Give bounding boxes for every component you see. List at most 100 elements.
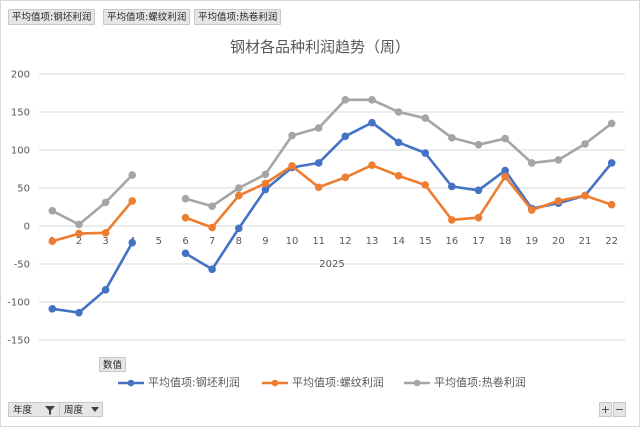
data-point-series-1 bbox=[341, 132, 350, 141]
data-point-series-1 bbox=[607, 159, 616, 167]
data-point-series-3 bbox=[314, 124, 323, 132]
data-point-series-1 bbox=[208, 265, 216, 274]
y-tick-label: 200 bbox=[11, 70, 30, 81]
y-tick-label: 150 bbox=[11, 108, 30, 119]
filter-icon[interactable] bbox=[45, 405, 55, 415]
x-tick-label: 8 bbox=[236, 236, 242, 247]
data-point-series-3 bbox=[501, 134, 509, 143]
x-tick-label: 15 bbox=[419, 236, 432, 247]
data-point-series-3 bbox=[101, 198, 110, 207]
data-point-series-1 bbox=[128, 238, 137, 247]
data-point-series-2 bbox=[314, 183, 323, 192]
x-tick-label: 17 bbox=[472, 236, 485, 247]
x-tick-label: 3 bbox=[102, 236, 108, 247]
data-point-series-2 bbox=[501, 172, 509, 181]
data-point-series-3 bbox=[448, 134, 456, 142]
axis-field-year[interactable]: 年度 bbox=[8, 402, 60, 417]
data-point-series-1 bbox=[234, 224, 243, 233]
data-point-series-1 bbox=[75, 308, 83, 317]
filter-field-hot-coil[interactable]: 平均值项:热卷利润 bbox=[194, 9, 282, 25]
axis-field-week[interactable]: 周度 bbox=[59, 402, 103, 417]
data-point-series-2 bbox=[581, 191, 589, 200]
filter-field-rebar[interactable]: 平均值项:螺纹利润 bbox=[103, 9, 191, 25]
data-point-series-3 bbox=[394, 108, 403, 116]
x-tick-label: 22 bbox=[605, 236, 618, 247]
x-tick-label: 21 bbox=[579, 236, 592, 247]
x-axis-label: 2025 bbox=[319, 259, 344, 270]
legend-marker-icon bbox=[118, 379, 144, 387]
y-tick-label: -50 bbox=[14, 260, 30, 271]
data-point-series-1 bbox=[368, 118, 376, 127]
data-point-series-2 bbox=[101, 229, 110, 237]
data-point-series-1 bbox=[181, 249, 190, 258]
data-point-series-3 bbox=[181, 194, 190, 203]
data-point-series-2 bbox=[554, 197, 563, 205]
value-field-button[interactable]: 数值 bbox=[99, 357, 127, 372]
y-tick-label: -150 bbox=[7, 336, 30, 347]
x-tick-label: 9 bbox=[262, 236, 268, 247]
data-point-series-1 bbox=[394, 138, 403, 147]
data-point-series-2 bbox=[261, 179, 270, 188]
filter-field-steel-billet[interactable]: 平均值项:钢坯利润 bbox=[8, 9, 96, 25]
data-point-series-2 bbox=[474, 213, 483, 222]
data-point-series-2 bbox=[128, 197, 137, 205]
data-point-series-3 bbox=[234, 184, 243, 192]
chart-title: 钢材各品种利润趋势（周） bbox=[230, 38, 410, 56]
data-point-series-1 bbox=[448, 182, 456, 191]
data-point-series-3 bbox=[421, 114, 430, 122]
data-point-series-3 bbox=[75, 220, 83, 229]
expand-button[interactable]: + bbox=[599, 402, 612, 417]
x-tick-label: 5 bbox=[156, 236, 162, 247]
chevron-down-icon[interactable] bbox=[91, 407, 99, 413]
data-point-series-1 bbox=[314, 159, 323, 167]
legend-label: 平均值项:热卷利润 bbox=[434, 376, 526, 389]
data-point-series-2 bbox=[527, 206, 536, 214]
data-point-series-3 bbox=[128, 171, 137, 179]
data-point-series-1 bbox=[421, 149, 430, 157]
data-point-series-3 bbox=[581, 140, 589, 148]
data-point-series-3 bbox=[527, 159, 536, 167]
data-point-series-2 bbox=[181, 213, 190, 222]
data-point-series-2 bbox=[234, 191, 243, 200]
legend-marker-icon bbox=[262, 379, 288, 387]
data-point-series-1 bbox=[101, 286, 110, 294]
x-tick-label: 13 bbox=[366, 236, 379, 247]
data-point-series-2 bbox=[208, 223, 216, 232]
data-point-series-2 bbox=[607, 200, 616, 209]
x-tick-label: 16 bbox=[445, 236, 458, 247]
axis-field-week-label: 周度 bbox=[64, 405, 84, 416]
legend: 平均值项:钢坯利润 平均值项:螺纹利润 平均值项:热卷利润 bbox=[0, 375, 640, 391]
data-point-series-3 bbox=[288, 131, 296, 140]
data-point-series-2 bbox=[48, 237, 57, 245]
data-point-series-3 bbox=[208, 202, 216, 211]
data-point-series-3 bbox=[368, 96, 376, 104]
collapse-button[interactable]: − bbox=[613, 402, 626, 417]
x-tick-label: 7 bbox=[209, 236, 215, 247]
data-point-series-3 bbox=[48, 207, 57, 215]
x-tick-label: 10 bbox=[286, 236, 299, 247]
series-line-3 bbox=[50, 173, 134, 226]
data-point-series-2 bbox=[421, 181, 430, 189]
data-point-series-2 bbox=[341, 173, 350, 182]
data-point-series-3 bbox=[474, 140, 483, 149]
legend-label: 平均值项:钢坯利润 bbox=[148, 376, 240, 389]
x-tick-label: 11 bbox=[312, 236, 325, 247]
x-tick-label: 19 bbox=[525, 236, 538, 247]
y-tick-label: 100 bbox=[11, 146, 30, 157]
legend-label: 平均值项:螺纹利润 bbox=[292, 376, 384, 389]
data-point-series-2 bbox=[288, 162, 296, 170]
series-line-2 bbox=[50, 199, 134, 243]
x-tick-label: 20 bbox=[552, 236, 565, 247]
x-tick-label: 6 bbox=[182, 236, 188, 247]
data-point-series-3 bbox=[554, 156, 563, 164]
data-point-series-3 bbox=[341, 96, 350, 104]
data-point-series-2 bbox=[75, 229, 83, 238]
data-point-series-3 bbox=[607, 119, 616, 128]
x-tick-label: 14 bbox=[392, 236, 405, 247]
x-tick-label: 18 bbox=[499, 236, 512, 247]
y-tick-label: -100 bbox=[7, 298, 30, 309]
legend-marker-icon bbox=[404, 379, 430, 387]
x-tick-label: 2 bbox=[76, 236, 82, 247]
data-point-series-1 bbox=[474, 186, 483, 195]
